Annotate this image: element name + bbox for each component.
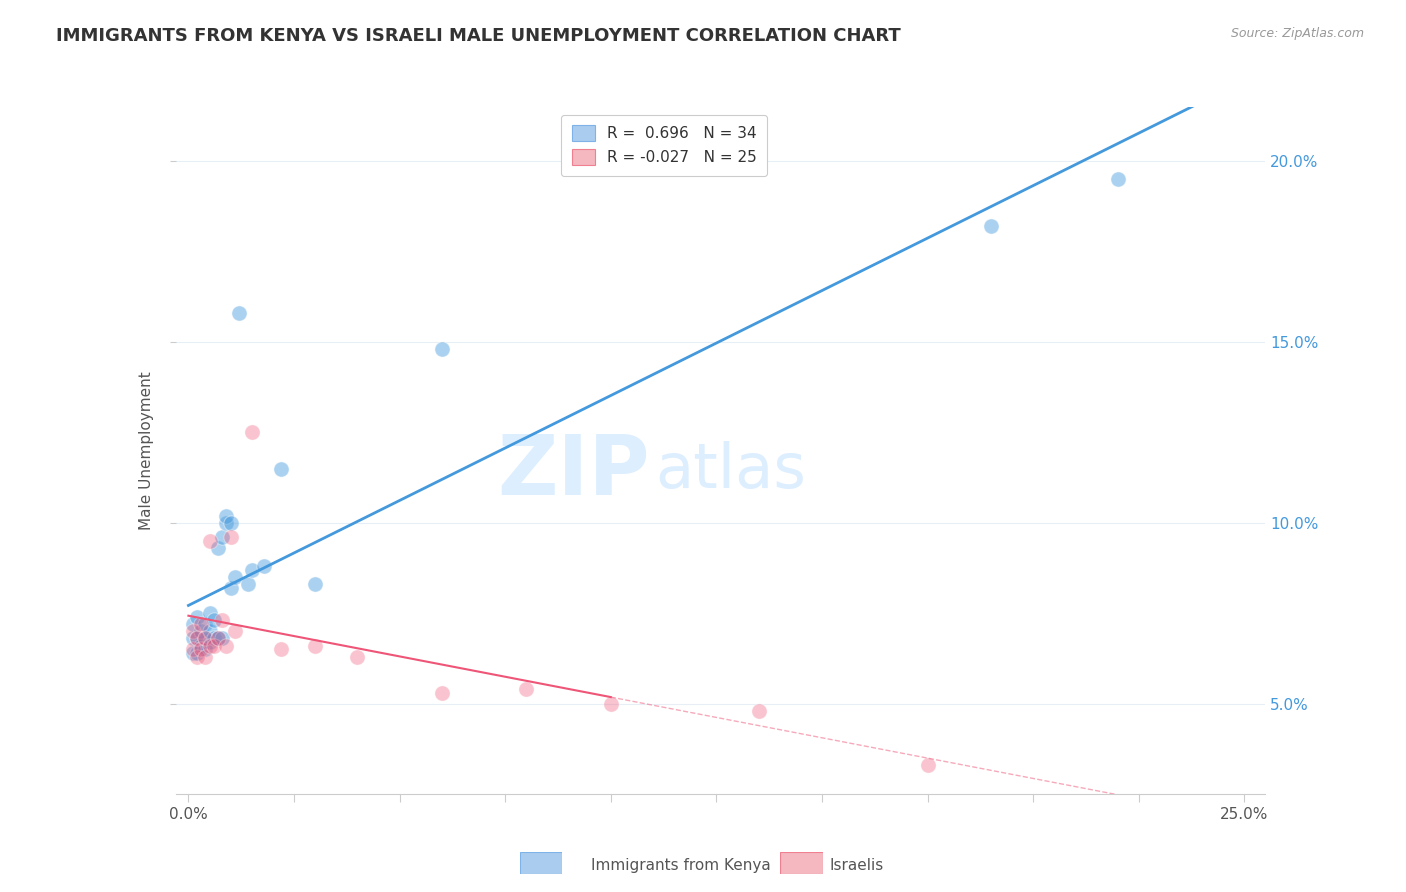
Point xyxy=(198,635,221,649)
Point xyxy=(202,639,225,653)
Point xyxy=(430,343,453,357)
Point xyxy=(186,632,208,646)
Point xyxy=(186,649,208,664)
Point xyxy=(207,632,229,646)
Point xyxy=(186,632,208,646)
Point xyxy=(1107,172,1129,186)
Point xyxy=(215,508,238,523)
Point xyxy=(181,642,204,657)
Point xyxy=(240,563,263,577)
Point xyxy=(253,559,276,574)
Point xyxy=(190,642,212,657)
Point xyxy=(207,541,229,555)
Point xyxy=(304,639,326,653)
Point xyxy=(599,697,621,711)
Point xyxy=(224,624,246,639)
Point xyxy=(236,577,259,591)
Point xyxy=(219,530,242,544)
Point xyxy=(917,758,939,772)
Legend: R =  0.696   N = 34, R = -0.027   N = 25: R = 0.696 N = 34, R = -0.027 N = 25 xyxy=(561,115,768,176)
Point xyxy=(190,639,212,653)
Point xyxy=(980,219,1002,234)
Point xyxy=(186,609,208,624)
Point xyxy=(186,646,208,660)
Point xyxy=(181,646,204,660)
Point xyxy=(194,649,217,664)
Point xyxy=(304,577,326,591)
Text: Immigrants from Kenya: Immigrants from Kenya xyxy=(591,858,770,872)
Point xyxy=(190,617,212,632)
Point xyxy=(194,642,217,657)
Point xyxy=(211,613,233,627)
Point xyxy=(181,632,204,646)
Point xyxy=(194,632,217,646)
Point xyxy=(748,704,770,718)
Point xyxy=(270,642,292,657)
Text: Source: ZipAtlas.com: Source: ZipAtlas.com xyxy=(1230,27,1364,40)
Point xyxy=(181,617,204,632)
Point xyxy=(430,686,453,700)
Point xyxy=(211,632,233,646)
Point xyxy=(198,606,221,620)
Point xyxy=(181,624,204,639)
Text: atlas: atlas xyxy=(655,441,806,501)
Point xyxy=(240,425,263,440)
Point xyxy=(215,516,238,530)
Point xyxy=(202,613,225,627)
Point xyxy=(190,624,212,639)
Point xyxy=(224,570,246,584)
Point xyxy=(194,632,217,646)
Text: IMMIGRANTS FROM KENYA VS ISRAELI MALE UNEMPLOYMENT CORRELATION CHART: IMMIGRANTS FROM KENYA VS ISRAELI MALE UN… xyxy=(56,27,901,45)
Y-axis label: Male Unemployment: Male Unemployment xyxy=(139,371,155,530)
Point xyxy=(211,530,233,544)
Point xyxy=(346,649,368,664)
Text: ZIP: ZIP xyxy=(498,431,650,512)
Text: Israelis: Israelis xyxy=(830,858,884,872)
Point xyxy=(198,639,221,653)
Point xyxy=(194,617,217,632)
Point xyxy=(515,681,537,696)
Point xyxy=(219,581,242,595)
Point xyxy=(207,632,229,646)
Point xyxy=(228,306,250,320)
Point xyxy=(270,461,292,475)
Point xyxy=(198,624,221,639)
Point xyxy=(198,533,221,548)
Point xyxy=(202,632,225,646)
Point xyxy=(215,639,238,653)
Point xyxy=(219,516,242,530)
